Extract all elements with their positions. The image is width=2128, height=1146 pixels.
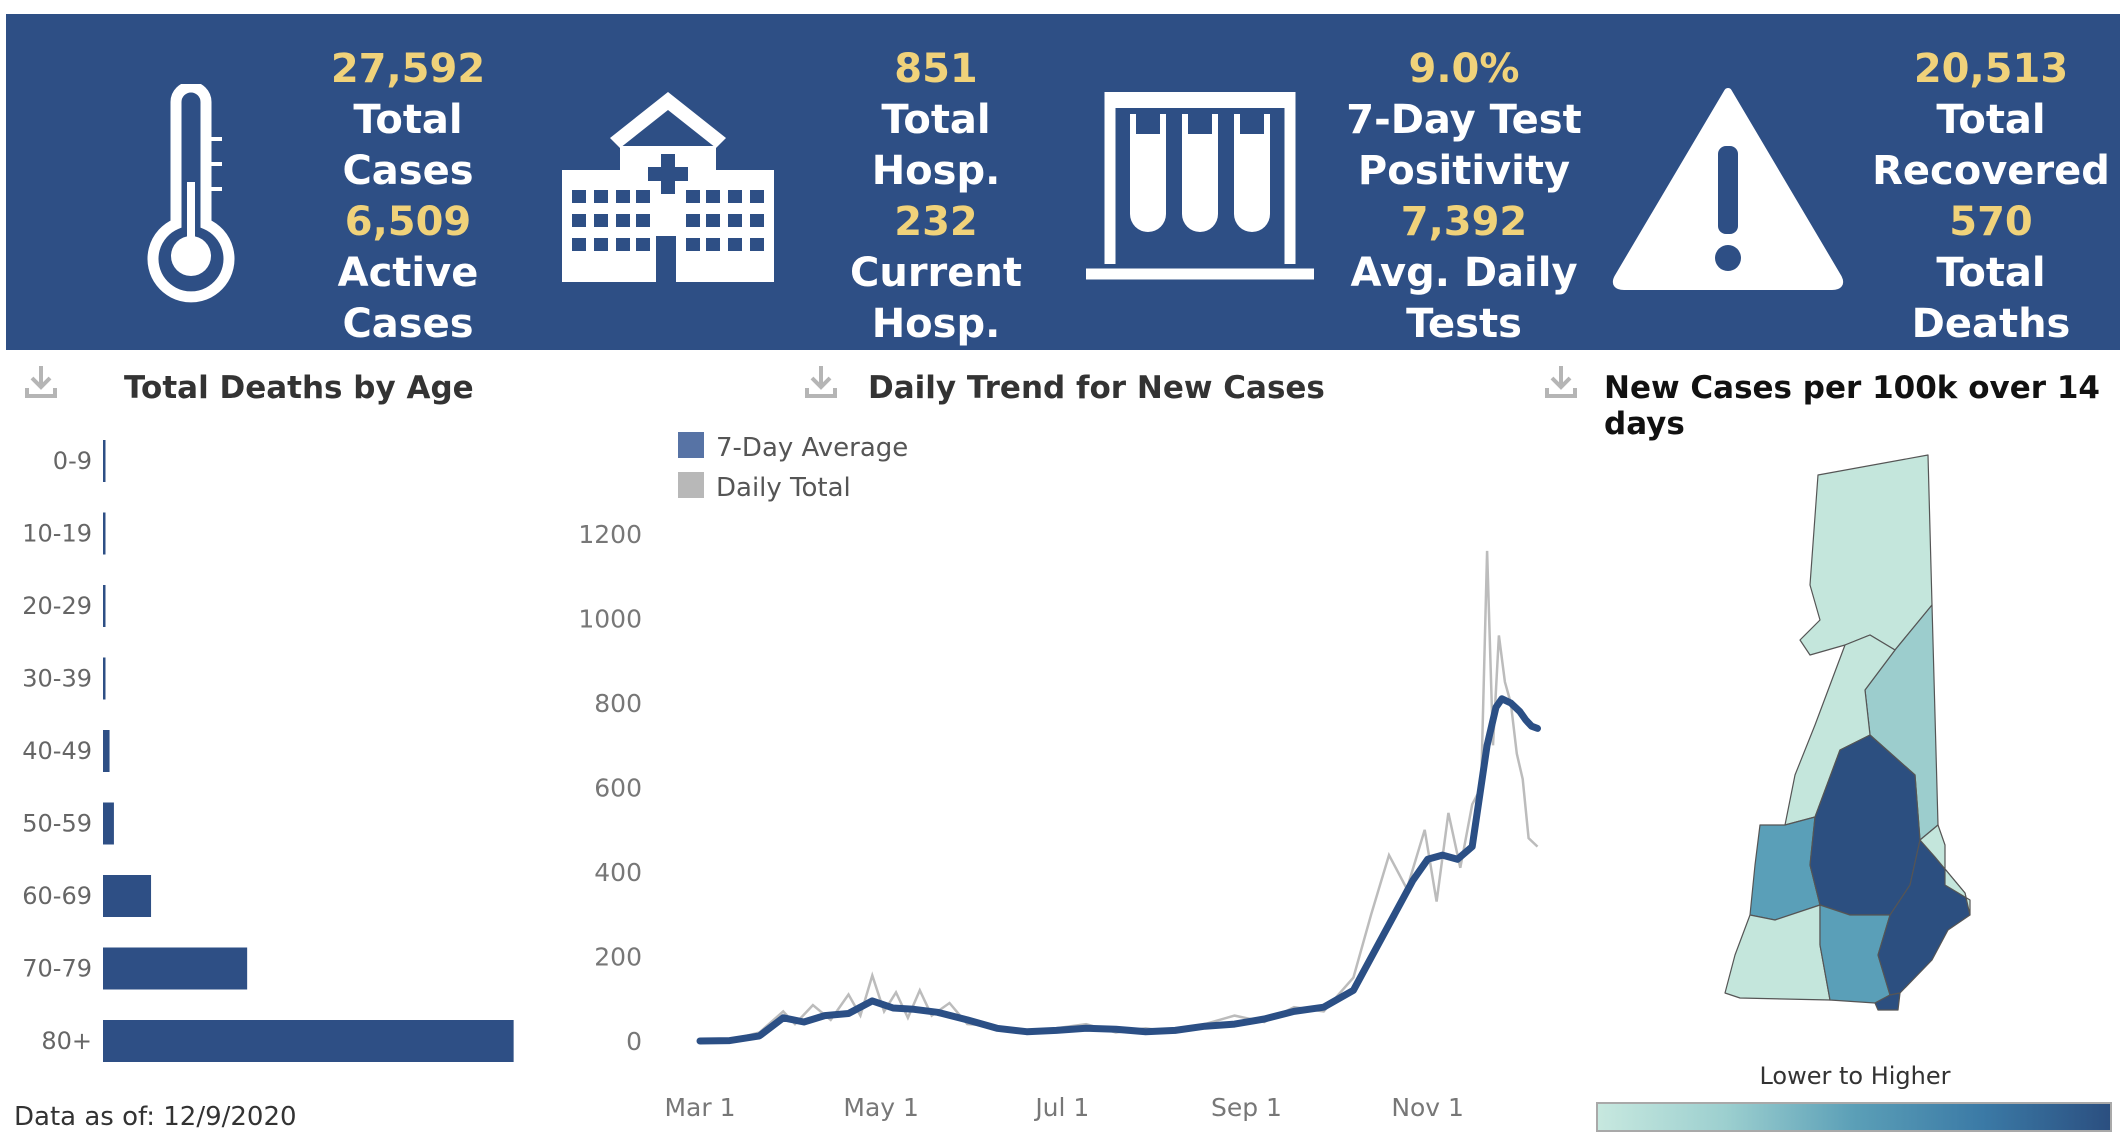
map-legend-gradient [1596,1102,2112,1132]
y-tick-label: 1000 [578,605,642,634]
age-tick-label: 70-79 [22,955,92,983]
deaths-label-1: Total [1936,250,2046,296]
current-hosp-label-1: Current [849,250,1022,296]
age-tick-label: 50-59 [22,810,92,838]
x-tick-label: Jul 1 [1033,1093,1089,1122]
legend-swatch-daily [678,472,704,498]
map-legend-label: Lower to Higher [1759,1062,1951,1090]
age-bar [103,802,114,845]
positivity-label-1: 7-Day Test [1346,97,1582,143]
tests-stat: 9.0% 7-Day Test Positivity 7,392 Avg. Da… [1334,44,1594,350]
positivity-label-2: Positivity [1357,148,1571,194]
download-icon[interactable] [804,364,838,400]
age-bar [103,730,110,772]
total-cases-value: 27,592 [330,46,486,92]
map-region-east-lower [1919,824,1971,916]
map-region-south-small [1874,992,1901,1011]
daily-total-line [699,550,1539,1043]
map-region-central-west [1749,816,1821,921]
thermometer-icon [147,84,235,303]
hosp-stat: 851 Total Hosp. 232 Current Hosp. [806,44,1066,350]
age-bar-chart: 0-9 10-19 20-29 30-39 40-49 50-59 60-69 70-79 80… [22,440,514,1062]
warning-icon [1612,88,1844,290]
legend-swatch-avg [678,432,704,458]
age-tick-label: 0-9 [53,447,92,475]
deaths-label-2: Deaths [1911,301,2071,347]
current-hosp-label-2: Hosp. [871,301,1001,347]
legend-label-avg: 7-Day Average [716,433,908,463]
age-panel-title: Total Deaths by Age [124,370,474,406]
active-cases-label-1: Active [337,250,479,296]
positivity-value: 9.0% [1408,46,1520,92]
y-tick-label: 0 [626,1027,642,1056]
active-cases-label-2: Cases [342,301,474,347]
hospital-icon [562,92,774,282]
age-tick-label: 20-29 [22,592,92,620]
y-tick-label: 400 [594,858,642,887]
age-tick-label: 10-19 [22,520,92,548]
x-tick-label: Sep 1 [1211,1093,1282,1122]
download-icon[interactable] [24,364,58,400]
daily-tests-label-2: Tests [1406,301,1522,347]
age-bar [103,512,106,555]
total-hosp-label-2: Hosp. [871,148,1001,194]
age-bar [103,440,106,482]
cases-map [1724,454,1971,1011]
age-tick-label: 40-49 [22,737,92,765]
cases-stat: 27,592 Total Cases 6,509 Active Cases [278,44,538,350]
age-tick-label: 30-39 [22,665,92,693]
x-tick-label: Mar 1 [664,1093,735,1122]
age-bar [103,947,248,990]
map-region-northern [1799,454,1933,656]
current-hosp-value: 232 [894,199,978,245]
map-panel-title: New Cases per 100k over 14 days [1604,370,2100,442]
map-region-southwest [1724,904,1831,1001]
age-bar [103,875,152,917]
summary-banner: 27,592 Total Cases 6,509 Active Cases 85… [6,14,2120,350]
seven-day-average-line [696,695,1541,1045]
download-icon[interactable] [1544,364,1578,400]
total-cases-label-2: Cases [342,148,474,194]
daily-tests-label-1: Avg. Daily [1350,250,1578,296]
x-tick-label: Nov 1 [1391,1093,1464,1122]
age-tick-label: 80+ [41,1027,92,1055]
y-tick-label: 600 [594,774,642,803]
recovered-label-2: Recovered [1872,148,2110,194]
x-tick-label: May 1 [843,1093,919,1122]
legend-label-daily: Daily Total [716,473,851,503]
trend-panel-title: Daily Trend for New Cases [868,370,1325,406]
age-bar [103,657,106,700]
deaths-value: 570 [1949,199,2033,245]
age-bar [103,585,106,627]
outcomes-stat: 20,513 Total Recovered 570 Total Deaths [1861,44,2121,350]
trend-line-chart: 0 200 400 600 800 1000 1200 Mar 1 May 1 Jul 1 Sep … [578,432,1541,1122]
active-cases-value: 6,509 [344,199,472,245]
test-tubes-icon [1086,92,1314,280]
age-bar [103,1020,514,1062]
daily-tests-value: 7,392 [1400,199,1528,245]
recovered-value: 20,513 [1913,46,2069,92]
total-hosp-value: 851 [894,46,978,92]
y-tick-label: 1200 [578,520,642,549]
y-tick-label: 200 [594,943,642,972]
y-tick-label: 800 [594,689,642,718]
total-cases-label-1: Total [353,97,463,143]
data-as-of: Data as of: 12/9/2020 [14,1102,297,1132]
recovered-label-1: Total [1936,97,2046,143]
age-tick-label: 60-69 [22,882,92,910]
total-hosp-label-1: Total [881,97,991,143]
